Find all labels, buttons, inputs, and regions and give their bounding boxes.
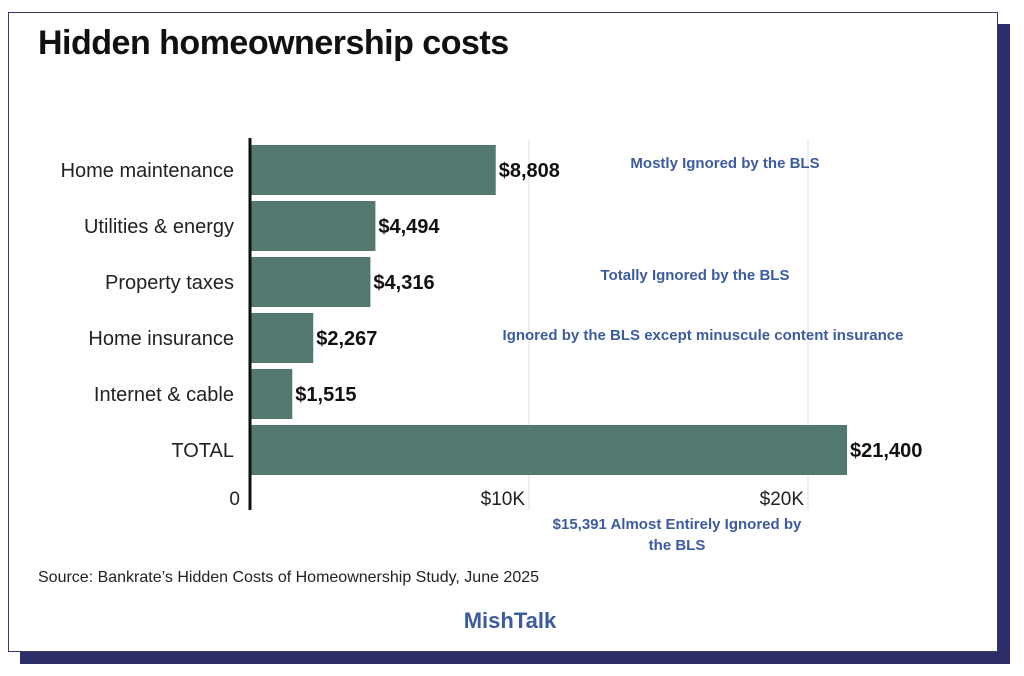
bar <box>250 257 371 307</box>
category-label: Home insurance <box>88 328 234 350</box>
annotation-total-line2: the BLS <box>649 537 706 554</box>
annotation-total: $15,391 Almost Entirely Ignored by <box>553 516 802 533</box>
bar <box>250 313 314 363</box>
x-tick-label: $20K <box>760 489 805 510</box>
data-label: $1,515 <box>295 384 356 406</box>
data-label: $2,267 <box>316 328 377 350</box>
category-label: Property taxes <box>105 272 234 294</box>
brand-logo: MishTalk <box>463 608 557 633</box>
chart-title: Hidden homeownership costs <box>38 24 509 62</box>
category-label: Utilities & energy <box>84 216 234 238</box>
data-label: $4,494 <box>378 216 440 238</box>
category-label: Internet & cable <box>94 384 234 406</box>
x-tick-label: 0 <box>229 489 240 510</box>
category-label: TOTAL <box>171 440 234 462</box>
data-label: $21,400 <box>850 440 922 462</box>
bar <box>250 145 496 195</box>
annotation: Totally Ignored by the BLS <box>601 267 790 284</box>
category-label: Home maintenance <box>61 160 234 182</box>
annotation: Ignored by the BLS except minuscule cont… <box>503 327 904 344</box>
chart-panel <box>8 12 998 652</box>
bar <box>250 425 848 475</box>
data-label: $4,316 <box>373 272 434 294</box>
bar <box>250 369 293 419</box>
source-note: Source: Bankrate’s Hidden Costs of Homeo… <box>38 569 540 586</box>
annotation: Mostly Ignored by the BLS <box>630 155 819 172</box>
bar <box>250 201 376 251</box>
data-label: $8,808 <box>499 160 560 182</box>
x-tick-label: $10K <box>481 489 526 510</box>
